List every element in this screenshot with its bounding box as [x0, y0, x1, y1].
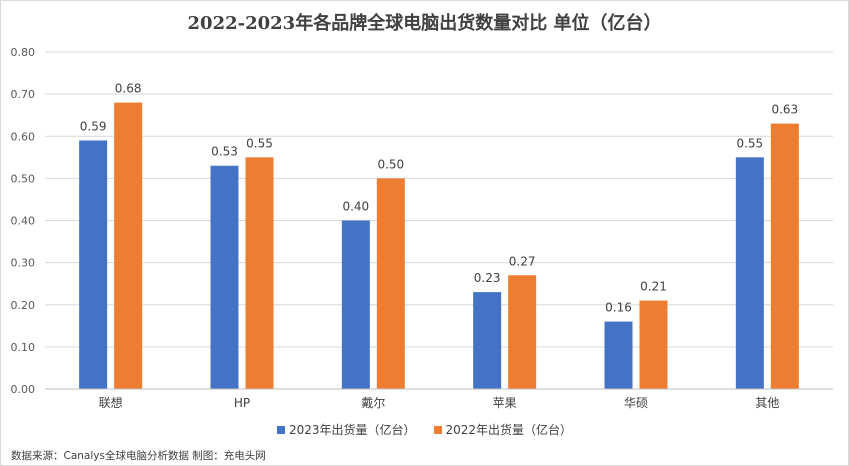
bar-series-1-4 [639, 300, 668, 389]
x-category-label: 戴尔 [361, 395, 385, 410]
y-tick-label: 0.80 [11, 46, 36, 59]
bar-series-0-3 [473, 292, 502, 389]
data-label: 0.21 [640, 280, 667, 294]
x-category-label: HP [234, 396, 250, 410]
bar-series-0-5 [735, 157, 764, 389]
data-label: 0.40 [342, 200, 369, 214]
bar-series-0-2 [341, 220, 370, 389]
bar-series-0-0 [79, 140, 108, 389]
data-label: 0.23 [474, 271, 501, 285]
x-category-label: 其他 [755, 396, 779, 410]
bar-series-1-1 [245, 157, 274, 389]
bar-series-1-3 [508, 275, 537, 389]
y-tick-label: 0.00 [11, 383, 36, 396]
legend-swatch-2022 [433, 425, 442, 434]
legend-label-2022: 2022年出货量（亿台） [445, 423, 573, 437]
y-tick-label: 0.70 [11, 88, 36, 101]
data-label: 0.59 [80, 119, 107, 133]
data-label: 0.68 [115, 82, 142, 96]
data-label: 0.53 [211, 145, 238, 159]
x-category-label: 华硕 [624, 396, 648, 410]
y-tick-label: 0.30 [11, 257, 36, 270]
legend-item-2022: 2022年出货量（亿台） [433, 421, 573, 438]
data-label: 0.63 [771, 103, 798, 117]
legend-swatch-2023 [276, 425, 285, 434]
data-label: 0.55 [736, 136, 763, 150]
source-note: 数据来源：Canalys全球电脑分析数据 制图：充电头网 [11, 450, 266, 462]
data-label: 0.55 [246, 136, 273, 150]
y-tick-label: 0.50 [11, 172, 36, 185]
data-label: 0.16 [605, 301, 632, 315]
legend: 2023年出货量（亿台） 2022年出货量（亿台） [1, 421, 848, 438]
legend-label-2023: 2023年出货量（亿台） [288, 423, 416, 437]
bar-series-1-2 [376, 178, 405, 389]
bar-series-1-5 [770, 123, 799, 390]
y-tick-label: 0.60 [11, 130, 36, 143]
y-tick-label: 0.40 [11, 215, 36, 228]
x-category-label: 联想 [99, 395, 123, 410]
data-label: 0.50 [377, 157, 404, 171]
bar-series-0-4 [604, 321, 633, 389]
data-label: 0.27 [509, 254, 536, 268]
bar-series-0-1 [210, 165, 239, 389]
x-category-label: 苹果 [493, 396, 517, 410]
bar-series-1-0 [114, 102, 143, 390]
legend-item-2023: 2023年出货量（亿台） [276, 421, 416, 438]
y-tick-label: 0.10 [11, 341, 36, 354]
chart-title: 2022-2023年各品牌全球电脑出货数量对比 单位（亿台） [187, 13, 662, 34]
y-tick-label: 0.20 [11, 299, 36, 312]
